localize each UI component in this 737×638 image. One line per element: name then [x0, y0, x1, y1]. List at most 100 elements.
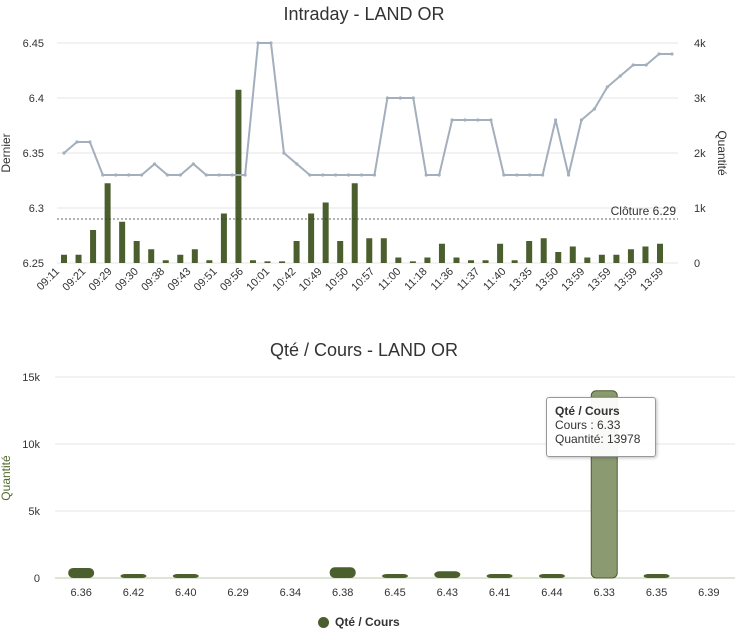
- volume-bar: [642, 246, 649, 263]
- intraday-y2-ticks: 0 1k 2k 3k 4k: [694, 38, 706, 270]
- price-point: [282, 151, 286, 155]
- y-tick-label: 6.45: [23, 38, 44, 50]
- price-point: [476, 118, 480, 122]
- price-point: [592, 107, 596, 111]
- volume-bar: [308, 213, 315, 263]
- bar-tooltip: Qté / Cours Cours : 6.33 Quantité: 13978: [546, 397, 656, 457]
- price-point: [152, 162, 157, 166]
- price-point: [463, 118, 467, 122]
- qte-bar: [68, 567, 95, 578]
- price-point: [75, 140, 79, 144]
- volume-bar: [380, 238, 387, 263]
- price-point: [191, 162, 195, 166]
- volume-bar: [206, 260, 213, 263]
- volume-bar: [482, 260, 489, 263]
- price-point: [217, 173, 221, 177]
- qte-bar: [329, 567, 356, 578]
- y-tick-label: 6.4: [29, 93, 44, 105]
- x-tick-label: 6.39: [698, 587, 719, 599]
- volume-bar: [235, 89, 242, 263]
- price-point: [566, 173, 571, 177]
- volume-bar: [409, 261, 416, 263]
- intraday-price-line: [62, 41, 674, 177]
- volume-bar: [351, 183, 358, 263]
- volume-bar: [162, 260, 169, 263]
- x-tick-label: 09:30: [113, 266, 141, 294]
- price-point: [450, 118, 454, 122]
- tooltip-quantite: Quantité: 13978: [555, 432, 641, 446]
- y-tick-label: 6.25: [23, 258, 44, 270]
- x-tick-label: 6.34: [280, 587, 301, 599]
- x-tick-label: 11:36: [429, 266, 456, 293]
- qte-cours-y-ticks: 0 5k 10k 15k: [22, 372, 40, 585]
- price-point: [579, 118, 584, 122]
- tooltip-title: Qté / Cours: [555, 404, 620, 418]
- x-tick-label: 6.33: [594, 587, 615, 599]
- volume-bar: [75, 254, 82, 263]
- volume-bar: [526, 241, 533, 263]
- y-tick-label: 15k: [22, 372, 40, 384]
- x-tick-label: 6.38: [332, 587, 353, 599]
- volume-bar: [61, 254, 67, 263]
- cloture-label: Clôture 6.29: [611, 204, 677, 218]
- legend-label: Qté / Cours: [335, 615, 400, 629]
- price-point: [101, 173, 105, 177]
- price-point: [398, 96, 402, 100]
- x-tick-label: 13:59: [638, 266, 666, 294]
- x-tick-label: 10:57: [349, 266, 377, 294]
- qte-bar: [382, 574, 408, 578]
- x-tick-label: 13:59: [559, 266, 587, 294]
- volume-bar: [497, 243, 504, 263]
- intraday-y-ticks: 6.25 6.3 6.35 6.4 6.45: [23, 38, 44, 270]
- price-point: [114, 173, 118, 177]
- qte-cours-title: Qté / Cours - LAND OR: [270, 340, 458, 360]
- x-tick-label: 10:01: [244, 266, 272, 294]
- intraday-gridlines: [57, 42, 678, 264]
- price-point: [140, 173, 144, 177]
- y2-tick-label: 4k: [694, 38, 706, 50]
- x-tick-label: 09:29: [87, 266, 115, 294]
- qte-cours-y-axis-title: Quantité: [0, 455, 13, 501]
- price-point: [243, 173, 247, 177]
- price-point: [346, 173, 351, 177]
- price-point: [528, 173, 532, 177]
- price-point: [515, 173, 519, 177]
- y-tick-label: 10k: [22, 439, 40, 451]
- price-point: [618, 74, 622, 78]
- intraday-x-ticks: 09:1109:2109:2909:3009:3809:4309:5109:56…: [35, 266, 666, 294]
- volume-bar: [569, 246, 576, 263]
- price-point: [424, 173, 428, 177]
- x-tick-label: 09:56: [218, 266, 246, 294]
- qte-bar: [120, 574, 147, 578]
- x-tick-label: 10:42: [271, 266, 299, 294]
- x-tick-label: 11:37: [455, 266, 482, 293]
- x-tick-label: 6.44: [541, 587, 562, 599]
- qte-bar: [643, 574, 670, 578]
- legend-item-qte-cours[interactable]: Qté / Cours: [318, 615, 400, 629]
- qte-bar: [172, 573, 199, 578]
- y-tick-label: 6.3: [29, 203, 44, 215]
- volume-bar: [598, 254, 605, 263]
- tooltip-cours: Cours : 6.33: [555, 418, 621, 432]
- volume-bar: [191, 249, 198, 263]
- volume-bar: [104, 183, 111, 263]
- qte-cours-chart: Qté / Cours - LAND OR 0 5k 10k 15k 6.36 6.42…: [0, 340, 735, 599]
- volume-bar: [366, 238, 373, 263]
- x-tick-label: 13:50: [533, 266, 561, 294]
- volume-bar: [438, 243, 445, 263]
- price-point: [127, 173, 131, 177]
- price-point: [670, 52, 674, 56]
- x-tick-label: 6.29: [227, 587, 248, 599]
- price-point: [256, 41, 260, 45]
- volume-bar: [148, 249, 155, 263]
- volume-bar: [627, 249, 634, 263]
- y2-tick-label: 2k: [694, 148, 706, 160]
- x-tick-label: 09:43: [165, 266, 193, 294]
- x-tick-label: 13:59: [586, 266, 614, 294]
- x-tick-label: 10:50: [323, 266, 351, 294]
- x-tick-label: 6.35: [646, 587, 667, 599]
- intraday-y-axis-title: Dernier: [0, 133, 13, 172]
- y2-tick-label: 0: [694, 258, 700, 270]
- volume-bar: [90, 230, 97, 263]
